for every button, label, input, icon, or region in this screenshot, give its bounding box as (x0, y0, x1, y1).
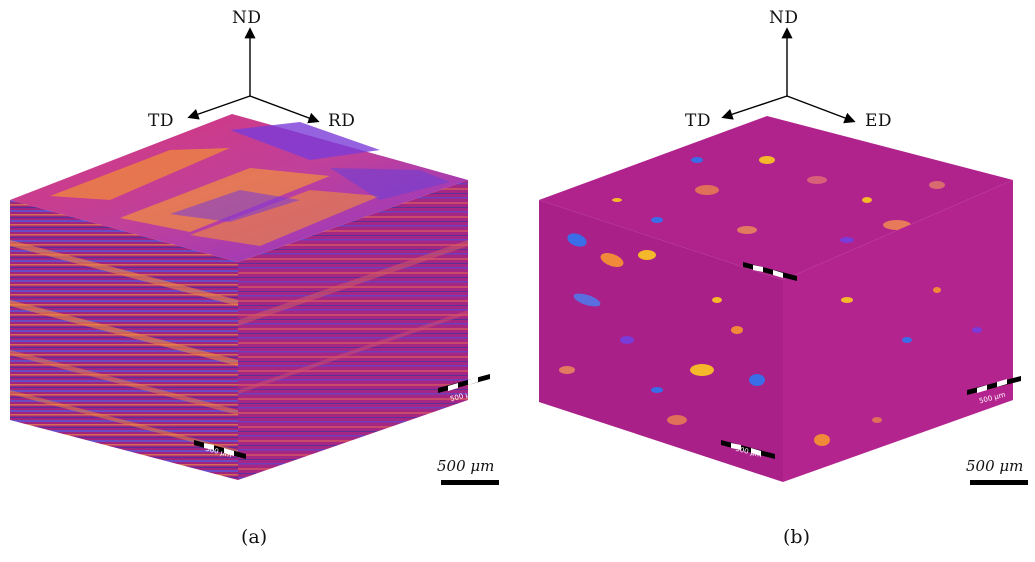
face-scale-bar-b-top (743, 262, 797, 281)
scale-bar-b (970, 480, 1028, 485)
axis-label-nd-b: ND (769, 8, 799, 28)
axis-triad-a (187, 27, 320, 124)
face-scale-bar-b-left (721, 440, 775, 459)
face-scale-bar-a-right (438, 374, 490, 393)
face-scale-bar-a-left (194, 440, 246, 459)
axis-label-td-b: TD (685, 111, 711, 131)
cube-a-right-face (238, 180, 468, 480)
axis-label-rd-a: RD (328, 111, 356, 131)
cube-b-top-face (539, 116, 1013, 280)
cube-b-graphic (539, 27, 1021, 482)
cube-a-top-face (10, 114, 468, 262)
cube-a-left-face (10, 200, 238, 480)
cube-b-right-face (783, 180, 1013, 482)
caption-a: (a) (241, 526, 268, 548)
cube-a-graphic (10, 27, 490, 480)
axis-label-ed-b: ED (865, 111, 893, 131)
axis-label-td-a: TD (148, 111, 174, 131)
scale-bar-label-b: 500 μm (966, 457, 1024, 475)
panel-a: ND TD RD 500 μm 500 μm 500 μm (a) (0, 0, 517, 562)
axis-triad-b (721, 27, 856, 124)
face-scale-bar-b-right (967, 376, 1021, 395)
axis-label-nd-a: ND (232, 8, 262, 28)
caption-b: (b) (783, 526, 810, 548)
panel-b: ND TD ED 500 μm 500 μm 500 μm (b) (517, 0, 1034, 562)
scale-bar-label-a: 500 μm (437, 457, 495, 475)
cube-b-left-face (539, 200, 783, 482)
scale-bar-a (441, 480, 499, 485)
